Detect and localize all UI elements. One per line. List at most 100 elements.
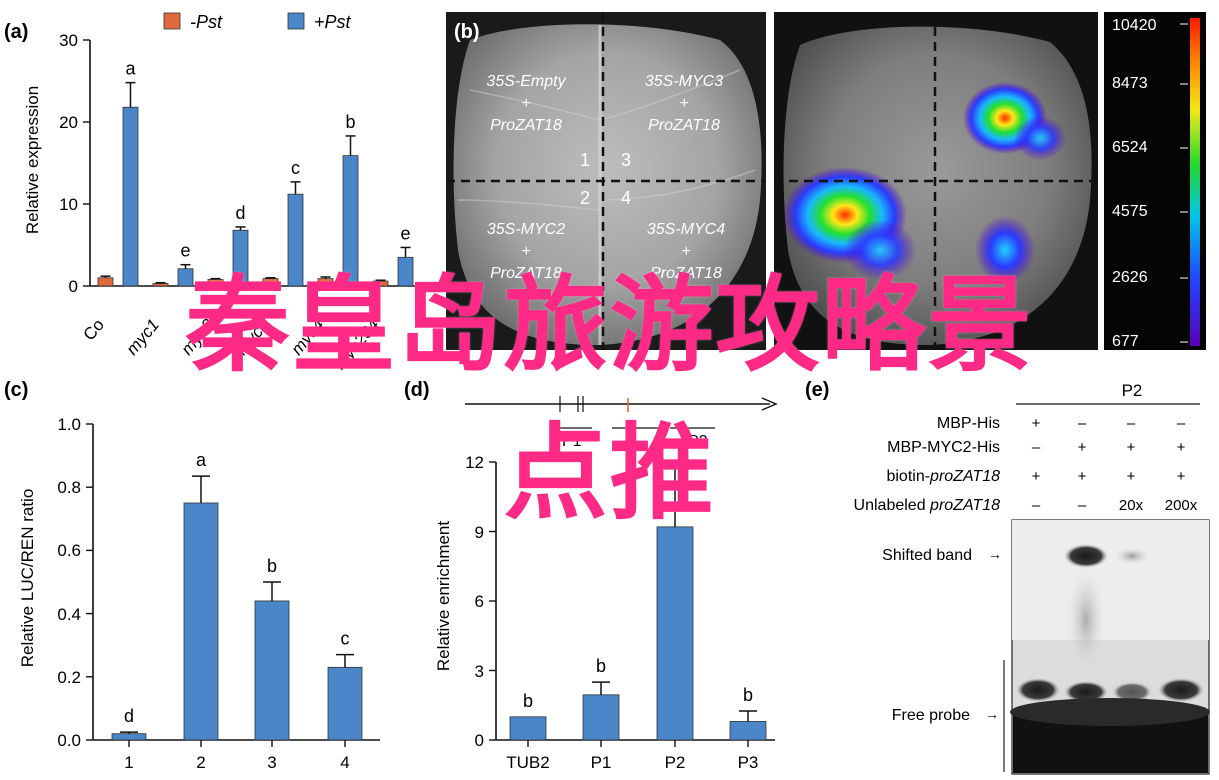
- bar-a-minus: [262, 278, 279, 287]
- xtick-label-c: 2: [196, 753, 205, 772]
- emsa-cell: 200x: [1165, 497, 1198, 514]
- bar-a-plus: [287, 193, 304, 287]
- xtick-label-c: 1: [124, 753, 133, 772]
- bar-c: [183, 502, 219, 741]
- panel-c-marks: d 1 a 2 b 3 c 4: [111, 450, 363, 772]
- panel-a-xtick: myc4: [287, 315, 328, 358]
- panel-d-ytick: 9: [475, 523, 484, 542]
- scale-value: 6524: [1112, 139, 1148, 156]
- free-probe-lane4: [1158, 678, 1204, 702]
- bar-d: [729, 721, 767, 741]
- gene-label: P1: [562, 433, 582, 450]
- construct-label: +: [521, 243, 530, 260]
- significance-letter-c: d: [124, 706, 134, 726]
- panel-c-ylabel: Relative LUC/REN ratio: [18, 489, 37, 668]
- scale-value: 8473: [1112, 75, 1148, 92]
- panel-a-xtick: myc3: [232, 315, 273, 359]
- panel-d: (d) P1 P2 Relative enrichment 0 3 6 9 12…: [404, 379, 778, 772]
- xtick-label-d: P1: [591, 753, 612, 772]
- construct-label: ProZAT18: [490, 117, 562, 134]
- panel-a-xtick: myc234: [330, 315, 383, 373]
- panel-d-ylabel: Relative enrichment: [434, 521, 453, 672]
- shifted-band-arrow: →: [988, 546, 1002, 562]
- leaf-shape-brightfield: [453, 24, 762, 346]
- emsa-row-label-wrap: biotin-proZAT18: [886, 468, 1000, 485]
- emsa-row-label: Unlabeled: [854, 497, 931, 514]
- legend-swatch-plus: [287, 12, 305, 30]
- bar-a-plus: [397, 256, 414, 287]
- shifted-band-lane2: [1064, 544, 1108, 568]
- bar-a-minus: [152, 283, 169, 287]
- emsa-cell: +: [1177, 439, 1186, 456]
- construct-label: +: [681, 243, 690, 260]
- free-probe-label: Free probe: [892, 707, 970, 724]
- bar-c: [254, 600, 290, 741]
- emsa-cell: –: [1127, 415, 1136, 432]
- panel-a-ytick: 30: [59, 31, 78, 50]
- significance-letter-d: b: [523, 691, 533, 711]
- quadrant-number: 3: [621, 150, 631, 170]
- smear-lane2: [1066, 565, 1106, 675]
- construct-label: ProZAT18: [490, 265, 562, 282]
- bar-a-plus: [232, 229, 249, 287]
- bar-a-plus: [177, 268, 194, 287]
- emsa-row-label-italic: proZAT18: [929, 468, 1000, 485]
- significance-letter-a: d: [235, 203, 245, 223]
- xtick-label-c: 3: [267, 753, 276, 772]
- emsa-cell: –: [1177, 415, 1186, 432]
- panel-d-marks: b TUB2 b P1 P2 b P3: [506, 461, 767, 772]
- emsa-row-label: MBP-His: [937, 415, 1000, 432]
- gene-label: P2: [688, 433, 708, 450]
- bar-a-plus: [122, 106, 139, 287]
- panel-c: (c) Relative LUC/REN ratio 0.0 0.2 0.4 0…: [4, 379, 380, 772]
- panel-a-marks: a e d c b e: [97, 59, 414, 287]
- probe-label: P2: [1122, 381, 1143, 400]
- panel-a-label: (a): [4, 21, 28, 43]
- construct-label: 35S-MYC2: [487, 221, 565, 238]
- construct-label: +: [521, 95, 530, 112]
- panel-c-ytick: 0.0: [57, 731, 81, 750]
- shifted-band-label: Shifted band: [882, 547, 972, 564]
- color-scale-box: [1104, 12, 1206, 350]
- emsa-cell: +: [1127, 468, 1136, 485]
- emsa-cell: +: [1032, 415, 1041, 432]
- scale-value: 2626: [1112, 269, 1148, 286]
- scale-value: 10420: [1112, 17, 1157, 34]
- panel-c-ytick: 0.4: [57, 605, 81, 624]
- panel-a-yticks: 0 10 20 30: [59, 31, 90, 296]
- panel-c-ytick: 0.8: [57, 478, 81, 497]
- gel-front-edge: [1010, 698, 1210, 726]
- panel-e: (e) P2 MBP-His MBP-MYC2-His biotin-proZA…: [805, 379, 1210, 775]
- luminescence-signal-myc3-spread: [1014, 116, 1066, 160]
- construct-label: +: [679, 95, 688, 112]
- quadrant-number: 1: [580, 150, 590, 170]
- free-probe-lane2: [1064, 681, 1108, 703]
- panel-a: (a) -Pst +Pst Relative expression 0 10 2…: [4, 12, 425, 373]
- gel-upper-region: [1012, 520, 1209, 640]
- emsa-row-label: biotin-: [886, 468, 930, 485]
- color-scale-bar: [1190, 18, 1200, 346]
- emsa-row-label-italic: proZAT18: [929, 497, 1000, 514]
- panel-c-ytick: 1.0: [57, 415, 81, 434]
- free-probe-lane3: [1112, 682, 1152, 702]
- significance-letter-a: e: [180, 241, 190, 261]
- significance-letter-c: c: [341, 629, 350, 649]
- significance-letter-d: b: [596, 656, 606, 676]
- luminescence-signal-myc4: [975, 216, 1035, 284]
- emsa-cell: +: [1177, 468, 1186, 485]
- luminescence-signal-myc2-spread: [844, 220, 916, 280]
- panel-c-ytick: 0.2: [57, 668, 81, 687]
- significance-letter-a: e: [400, 223, 410, 243]
- xtick-label-d: P2: [665, 753, 686, 772]
- xtick-label-d: P3: [738, 753, 759, 772]
- panel-e-label: (e): [805, 379, 829, 401]
- significance-letter-a: c: [291, 158, 300, 178]
- panel-a-ytick: 0: [69, 277, 78, 296]
- panel-d-ytick: 3: [475, 662, 484, 681]
- bar-a-minus: [317, 278, 334, 287]
- bar-d: [509, 716, 547, 741]
- panel-b: (b) 35S-Empty + ProZAT18 35S-MYC3 + ProZ…: [446, 12, 1206, 350]
- panel-a-xticklabels: Co myc1 myc2 myc3 myc4 myc234: [80, 315, 384, 373]
- significance-letter-a: b: [345, 112, 355, 132]
- emsa-cell: –: [1078, 497, 1087, 514]
